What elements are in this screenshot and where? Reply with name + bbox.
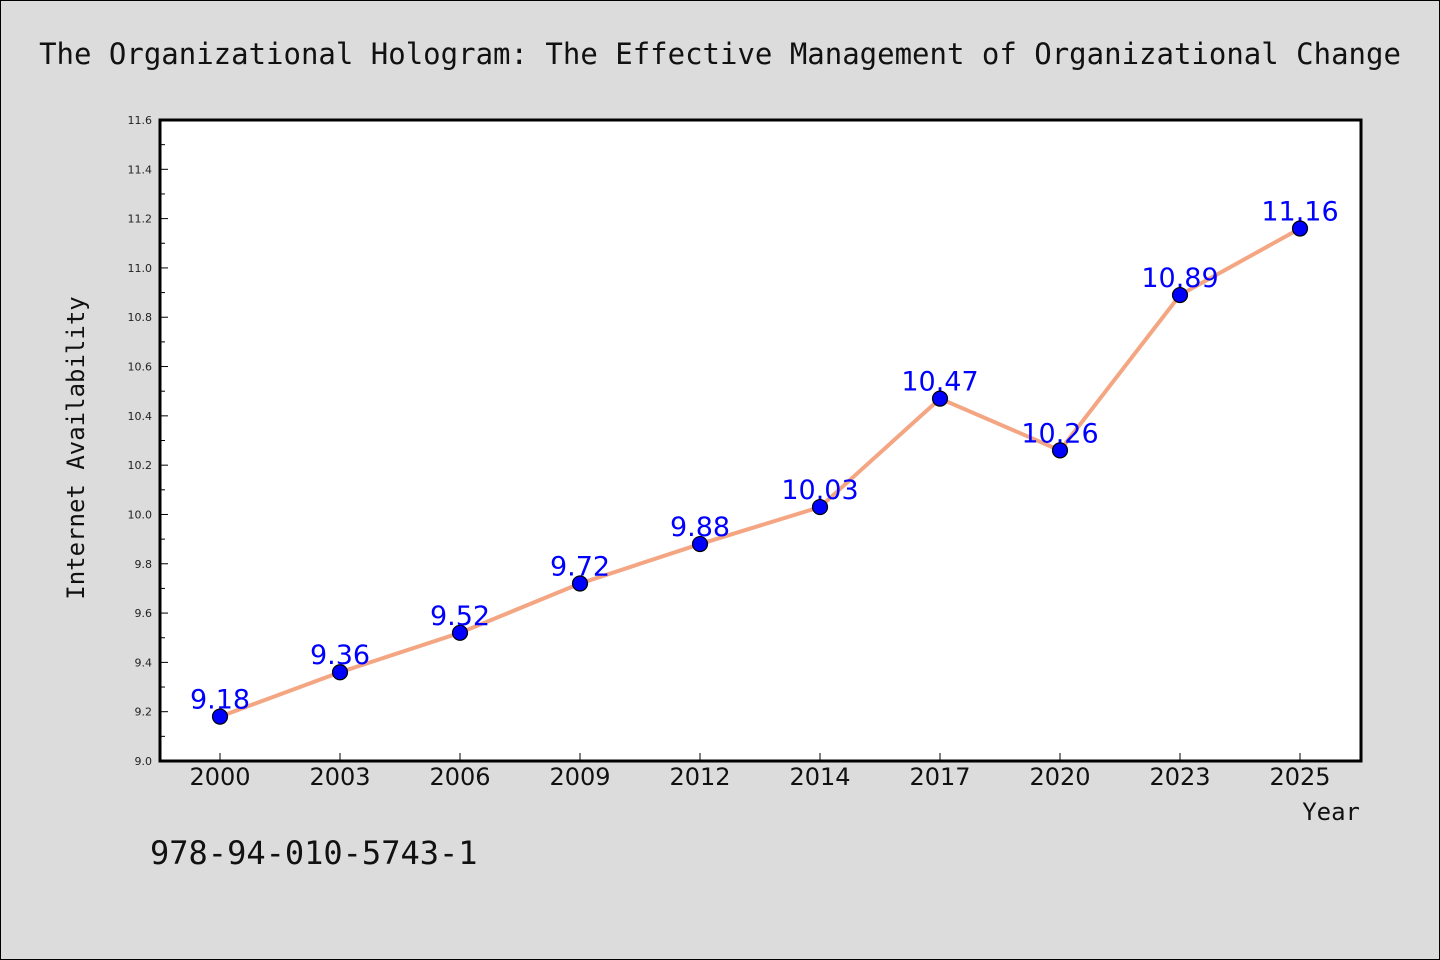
data-label: 10.26 xyxy=(1021,418,1098,449)
series-layer xyxy=(211,220,1309,725)
x-tick-label: 2006 xyxy=(429,763,490,791)
data-label: 9.36 xyxy=(310,640,370,671)
data-labels: 9.18 9.36 9.52 9.72 9.88 10.03 10.47 10.26 10.89… xyxy=(190,196,1339,715)
data-point xyxy=(931,390,949,407)
y-tick-label: 9.6 xyxy=(135,607,153,620)
data-label: 11.16 xyxy=(1261,196,1338,227)
y-tick-label: 9.2 xyxy=(135,706,153,719)
y-tick-label: 10.2 xyxy=(128,459,153,472)
data-label: 10.89 xyxy=(1141,263,1218,294)
y-tick-label: 11.4 xyxy=(128,163,153,176)
data-label: 10.47 xyxy=(901,367,978,398)
x-tick-label: 2012 xyxy=(669,763,730,791)
isbn-label: 978-94-010-5743-1 xyxy=(150,834,478,872)
data-label: 10.03 xyxy=(781,475,858,506)
y-tick-label: 10.4 xyxy=(128,410,153,423)
data-point xyxy=(571,575,589,592)
data-point xyxy=(811,498,829,516)
x-axis-label: Year xyxy=(1302,798,1360,826)
series-line xyxy=(218,226,1302,719)
y-tick-label: 9.4 xyxy=(135,656,153,669)
y-tick-label: 10.6 xyxy=(128,361,153,374)
plot-area xyxy=(158,118,1363,763)
x-tick-label: 2023 xyxy=(1149,763,1210,791)
data-label: 9.88 xyxy=(670,512,730,543)
x-tick-label: 2017 xyxy=(909,763,970,791)
data-point xyxy=(211,708,229,725)
chart-title: The Organizational Hologram: The Effecti… xyxy=(39,37,1401,71)
data-label: 9.18 xyxy=(190,685,250,716)
y-tick-label: 10.8 xyxy=(128,311,153,324)
data-label: 9.52 xyxy=(430,601,490,632)
x-tick-label: 2020 xyxy=(1029,763,1090,791)
data-point xyxy=(691,535,709,553)
y-axis-label: Internet Availability xyxy=(62,296,90,599)
data-label: 9.72 xyxy=(550,551,610,582)
data-point xyxy=(331,664,349,681)
data-point xyxy=(1171,286,1189,304)
data-point xyxy=(1051,442,1069,459)
y-tick-label: 10.0 xyxy=(128,508,153,521)
y-tick-label: 9.8 xyxy=(135,558,153,571)
y-tick-label: 11.2 xyxy=(128,213,153,226)
data-point xyxy=(1291,220,1309,237)
y-tick-label: 11.0 xyxy=(128,262,153,275)
x-tick-label: 2025 xyxy=(1269,763,1330,791)
x-tick-label: 2009 xyxy=(549,763,610,791)
y-tick-label: 9.0 xyxy=(135,755,153,768)
y-tick-label: 11.6 xyxy=(128,114,153,127)
x-tick-label: 2003 xyxy=(309,763,370,791)
data-point xyxy=(451,624,469,641)
x-tick-label: 2014 xyxy=(789,763,850,791)
x-tick-label: 2000 xyxy=(189,763,250,791)
x-axis: 2000 2003 2006 2009 2012 2014 2017 2020 2023 2025 xyxy=(189,753,1331,791)
y-axis: 9.0 9.2 9.4 9.6 9.8 10.0 10.2 10.4 10.6 10.8 11.0 1… xyxy=(128,114,168,768)
